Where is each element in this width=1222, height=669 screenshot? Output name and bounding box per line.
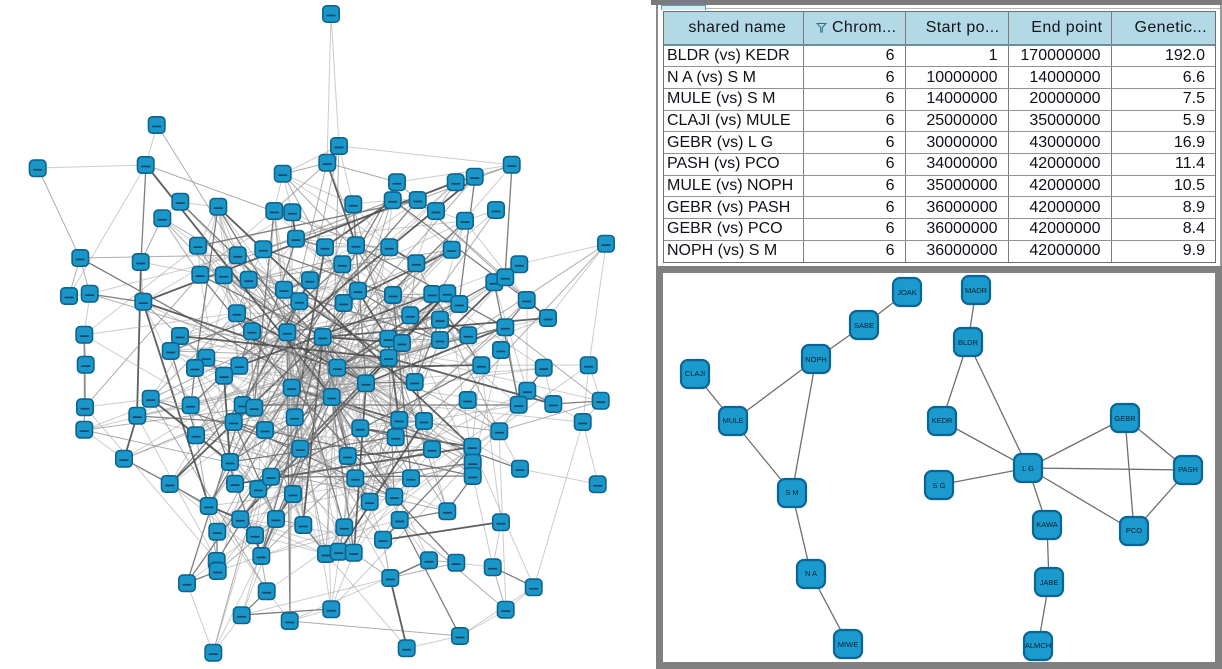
svg-text:GEBR: GEBR <box>1114 414 1136 423</box>
svg-text:S M: S M <box>785 488 798 497</box>
svg-text:NOPH: NOPH <box>805 355 827 364</box>
svg-text:CLAJI: CLAJI <box>685 369 705 378</box>
svg-text:N A: N A <box>805 569 817 578</box>
svg-text:PCO: PCO <box>1126 526 1142 535</box>
svg-text:MADR: MADR <box>965 286 988 295</box>
svg-text:BLDR: BLDR <box>958 338 979 347</box>
svg-text:ALMCH: ALMCH <box>1025 641 1051 650</box>
svg-text:JOAK: JOAK <box>897 288 917 297</box>
svg-text:S G: S G <box>933 481 946 490</box>
svg-text:KEDR: KEDR <box>932 416 953 425</box>
svg-text:L G: L G <box>1022 464 1034 473</box>
svg-text:KAWA: KAWA <box>1036 520 1058 529</box>
svg-text:SABE: SABE <box>854 321 874 330</box>
svg-text:MULE: MULE <box>723 416 744 425</box>
svg-text:PASH: PASH <box>1178 465 1198 474</box>
svg-text:JABE: JABE <box>1040 578 1059 587</box>
svg-text:MIWE: MIWE <box>838 640 858 649</box>
